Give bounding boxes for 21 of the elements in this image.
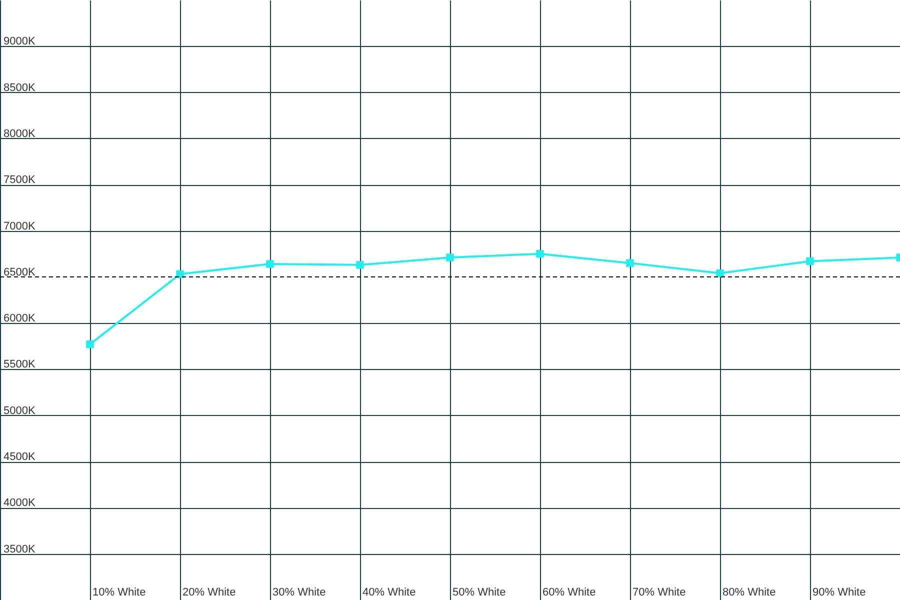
x-tick-label: 70% White <box>632 586 686 598</box>
y-tick-label: 3500K <box>4 543 36 556</box>
y-tick-label: 5000K <box>4 404 36 417</box>
y-tick-label: 8500K <box>4 82 36 94</box>
y-tick-label: 6000K <box>4 312 36 325</box>
y-tick-label: 6500K <box>4 266 36 278</box>
y-tick-label: 9000K <box>4 36 36 48</box>
x-tick-label: 50% White <box>452 586 506 598</box>
y-tick-label: 8000K <box>4 128 36 140</box>
x-tick-label: 30% White <box>272 586 326 598</box>
y-tick-label: 4500K <box>4 451 36 464</box>
y-tick-label: 7500K <box>4 174 36 186</box>
x-tick-label: 40% White <box>362 586 416 598</box>
y-tick-label: 4000K <box>4 497 36 510</box>
x-tick-label: 10% White <box>92 586 146 598</box>
y-tick-label: 5500K <box>4 358 36 371</box>
x-tick-label: 20% White <box>182 586 236 598</box>
x-tick-label: 90% White <box>812 586 866 598</box>
x-tick-label: 60% White <box>542 586 596 598</box>
y-tick-label: 7000K <box>4 220 36 232</box>
x-tick-label: 80% White <box>722 586 776 598</box>
